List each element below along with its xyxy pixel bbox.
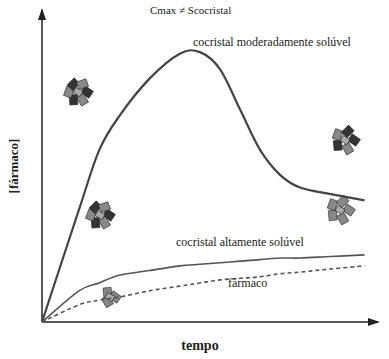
- crystal-icon: [86, 201, 116, 229]
- series-line: [42, 266, 365, 322]
- crystal: [105, 292, 115, 301]
- crystal: [340, 135, 350, 144]
- crystal: [98, 202, 110, 213]
- crystal: [328, 210, 337, 221]
- crystal-icon: [102, 287, 122, 307]
- y-axis: [41, 10, 43, 322]
- y-axis-label: [fármaco]: [6, 139, 21, 194]
- crystal: [342, 142, 354, 155]
- x-axis-label: tempo: [181, 338, 218, 353]
- crystal: [335, 205, 345, 214]
- y-arrow: [38, 8, 46, 20]
- series-label: fármaco: [228, 276, 267, 290]
- x-axis: [42, 321, 378, 323]
- crystal-icon: [327, 195, 355, 225]
- crystal: [337, 212, 349, 225]
- crystal: [333, 140, 342, 151]
- annotation: Cmax ≠ Scocristal: [150, 4, 231, 16]
- series-label: cocristal altamente solúvel: [176, 235, 305, 249]
- crystal: [76, 79, 88, 90]
- crystal-icon: [64, 78, 94, 106]
- plot-area: [42, 50, 365, 322]
- chart: [fármaco] tempo cocristal moderadamente so…: [0, 0, 389, 359]
- series-line: [42, 50, 365, 322]
- series-line: [42, 255, 365, 322]
- x-arrow: [368, 318, 380, 326]
- crystal: [95, 210, 105, 219]
- series-label: cocristal moderadamente solúvel: [193, 35, 352, 49]
- crystal-icon: [332, 125, 360, 155]
- crystal: [73, 87, 83, 96]
